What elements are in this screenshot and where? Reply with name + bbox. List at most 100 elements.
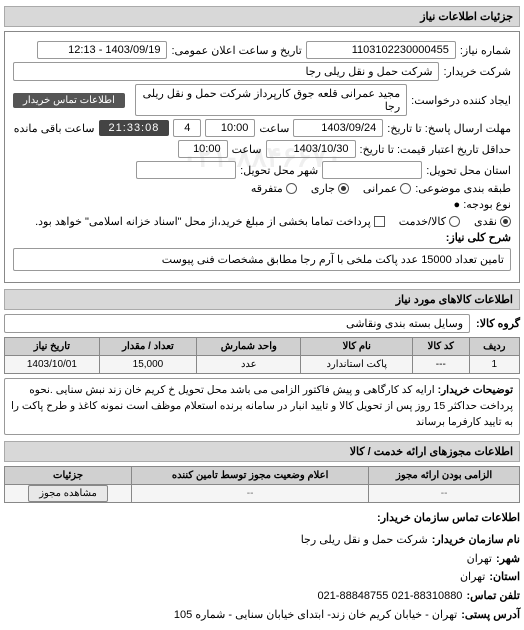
cell: 15,000 <box>99 356 196 374</box>
field-number: 1103102230000455 <box>306 41 456 59</box>
permit-cell-status: -- <box>132 485 369 503</box>
col-header: الزامی بودن ارائه مجوز <box>369 467 520 485</box>
contact-block: اطلاعات تماس سازمان خریدار: نام سازمان خ… <box>4 509 520 624</box>
row-number: شماره نیاز: 1103102230000455 تاریخ و ساع… <box>13 41 511 59</box>
option-label: پرداخت تماما بخشی از مبلغ خرید،از محل "ا… <box>35 215 371 228</box>
label-paytype: نوع بودجه: ● <box>454 198 511 211</box>
cell: 1 <box>469 356 519 374</box>
view-permit-button[interactable]: مشاهده مجوز <box>28 485 108 502</box>
field-validity-time: 10:00 <box>178 140 228 158</box>
countdown: 21:33:08 <box>99 120 170 136</box>
cell: عدد <box>197 356 301 374</box>
k-phone: تلفن تماس: <box>466 587 520 606</box>
field-need-title: تامین تعداد 15000 عدد پاکت ملخی با آرم ر… <box>13 248 511 271</box>
label-requester: ایجاد کننده درخواست: <box>411 94 511 107</box>
row-validity: حداقل تاریخ اعتبار قیمت: تا تاریخ: 1403/… <box>13 140 511 158</box>
table-row: -- -- مشاهده مجوز <box>5 485 520 503</box>
col-header: کد کالا <box>412 338 469 356</box>
paytype-radio-group: نقدی کالا/خدمت پرداخت تماما بخشی از مبلغ خ… <box>35 215 511 228</box>
v-org: شرکت حمل و نقل ریلی رجا <box>301 531 428 550</box>
cell: 1403/10/01 <box>5 356 100 374</box>
field-group: وسایل بسته بندی ونقاشی <box>4 314 470 333</box>
label-delivery-state: استان محل تحویل: <box>426 164 511 177</box>
col-header: اعلام وضعیت مجوز توسط تامین کننده <box>132 467 369 485</box>
col-header: نام کالا <box>301 338 413 356</box>
label-need-title: شرح كلی نیاز: <box>446 231 511 244</box>
radio-label: عمرانی <box>363 182 397 195</box>
cell: پاکت استاندارد <box>301 356 413 374</box>
contact-header: اطلاعات تماس سازمان خریدار: <box>4 509 520 528</box>
radio-icon <box>286 183 297 194</box>
permit-cell-mandatory: -- <box>369 485 520 503</box>
v-phone: 021-88310880 021-88848755 <box>317 587 462 606</box>
label-remaining: ساعت باقی مانده <box>14 122 95 135</box>
label-buyer: شرکت خریدار: <box>443 65 511 78</box>
need-fieldset: ۰۲۱-۸۸۴۶۶۷۰ شماره نیاز: 1103102230000455… <box>4 31 520 283</box>
label-announce: تاریخ و ساعت اعلان عمومی: <box>171 44 301 57</box>
label-validity: حداقل تاریخ اعتبار قیمت: تا تاریخ: <box>360 143 511 156</box>
col-header: جزئیات <box>5 467 132 485</box>
buyer-notes-label: توضیحات خریدار: <box>438 384 513 396</box>
option-label: کالا/خدمت <box>399 215 446 228</box>
paytype-option[interactable]: کالا/خدمت <box>399 215 460 228</box>
permits-thead: الزامی بودن ارائه مجوزاعلام وضعیت مجوز ت… <box>5 467 520 485</box>
radio-icon <box>449 216 460 227</box>
goods-tbody: 1---پاکت استانداردعدد15,0001403/10/01 <box>5 356 520 374</box>
row-budget: طبقه بندی موضوعی: عمرانی جاری متفرقه <box>13 182 511 195</box>
budget-radio-group: عمرانی جاری متفرقه <box>251 182 411 195</box>
goods-table: ردیفکد کالانام کالاواحد شمارشتعداد / مقد… <box>4 337 520 374</box>
label-number: شماره نیاز: <box>460 44 511 57</box>
radio-icon <box>338 183 349 194</box>
budget-radio[interactable]: جاری <box>311 182 349 195</box>
buyer-notes: توضیحات خریدار: ارایه کد کارگاهی و پیش ف… <box>4 378 520 435</box>
v-prov: تهران <box>460 568 485 587</box>
col-header: واحد شمارش <box>197 338 301 356</box>
radio-label: جاری <box>311 182 335 195</box>
k-org: نام سازمان خریدار: <box>432 531 520 550</box>
cell: --- <box>412 356 469 374</box>
goods-thead: ردیفکد کالانام کالاواحد شمارشتعداد / مقد… <box>5 338 520 356</box>
field-deadline-date: 1403/09/24 <box>293 119 383 137</box>
row-requester: ایجاد کننده درخواست: مجید عمرانی قلعه جو… <box>13 84 511 116</box>
row-paytype: نوع بودجه: ● نقدی کالا/خدمت پرداخت تماما ب… <box>13 198 511 228</box>
permits-header: اطلاعات مجوزهای ارائه خدمت / کالا <box>4 441 520 462</box>
col-header: ردیف <box>469 338 519 356</box>
col-header: تعداد / مقدار <box>99 338 196 356</box>
label-time2: ساعت <box>232 143 262 156</box>
paytype-option[interactable]: پرداخت تماما بخشی از مبلغ خرید،از محل "ا… <box>35 215 385 228</box>
row-buyer: شرکت خریدار: شرکت حمل و نقل ریلی رجا <box>13 62 511 81</box>
radio-icon <box>400 183 411 194</box>
contact-buyer-button[interactable]: اطلاعات تماس خریدار <box>13 93 125 108</box>
field-delivery-state <box>322 161 422 179</box>
label-deadline: مهلت ارسال پاسخ: تا تاریخ: <box>387 122 511 135</box>
v-city: تهران <box>467 550 492 569</box>
budget-radio[interactable]: متفرقه <box>251 182 297 195</box>
label-time1: ساعت <box>259 122 289 135</box>
budget-radio[interactable]: عمرانی <box>363 182 411 195</box>
radio-icon <box>500 216 511 227</box>
field-requester: مجید عمرانی قلعه جوق کارپرداز شرکت حمل و… <box>135 84 407 116</box>
radio-label: متفرقه <box>251 182 283 195</box>
row-deadline: مهلت ارسال پاسخ: تا تاریخ: 1403/09/24 سا… <box>13 119 511 137</box>
table-row: 1---پاکت استانداردعدد15,0001403/10/01 <box>5 356 520 374</box>
k-addr: آدرس پستی: <box>461 606 520 625</box>
row-need-title: شرح كلی نیاز: تامین تعداد 15000 عدد پاکت… <box>13 231 511 271</box>
label-group: گروه کالا: <box>476 317 520 330</box>
row-group: گروه کالا: وسایل بسته بندی ونقاشی <box>4 314 520 333</box>
field-buyer: شرکت حمل و نقل ریلی رجا <box>13 62 439 81</box>
permits-table: الزامی بودن ارائه مجوزاعلام وضعیت مجوز ت… <box>4 466 520 503</box>
checkbox-icon <box>374 216 385 227</box>
k-city: شهر: <box>496 550 520 569</box>
label-budget: طبقه بندی موضوعی: <box>415 182 511 195</box>
permit-cell-details: مشاهده مجوز <box>5 485 132 503</box>
field-delivery-city <box>136 161 236 179</box>
field-validity-date: 1403/10/30 <box>266 140 356 158</box>
field-deadline-time: 10:00 <box>205 119 255 137</box>
label-delivery-city: شهر محل تحویل: <box>240 164 318 177</box>
k-prov: استان: <box>489 568 520 587</box>
row-delivery: استان محل تحویل: شهر محل تحویل: <box>13 161 511 179</box>
panel-header: جزئیات اطلاعات نیاز <box>4 6 520 27</box>
option-label: نقدی <box>474 215 497 228</box>
goods-header: اطلاعات کالاهای مورد نیاز <box>4 289 520 310</box>
paytype-option[interactable]: نقدی <box>474 215 511 228</box>
